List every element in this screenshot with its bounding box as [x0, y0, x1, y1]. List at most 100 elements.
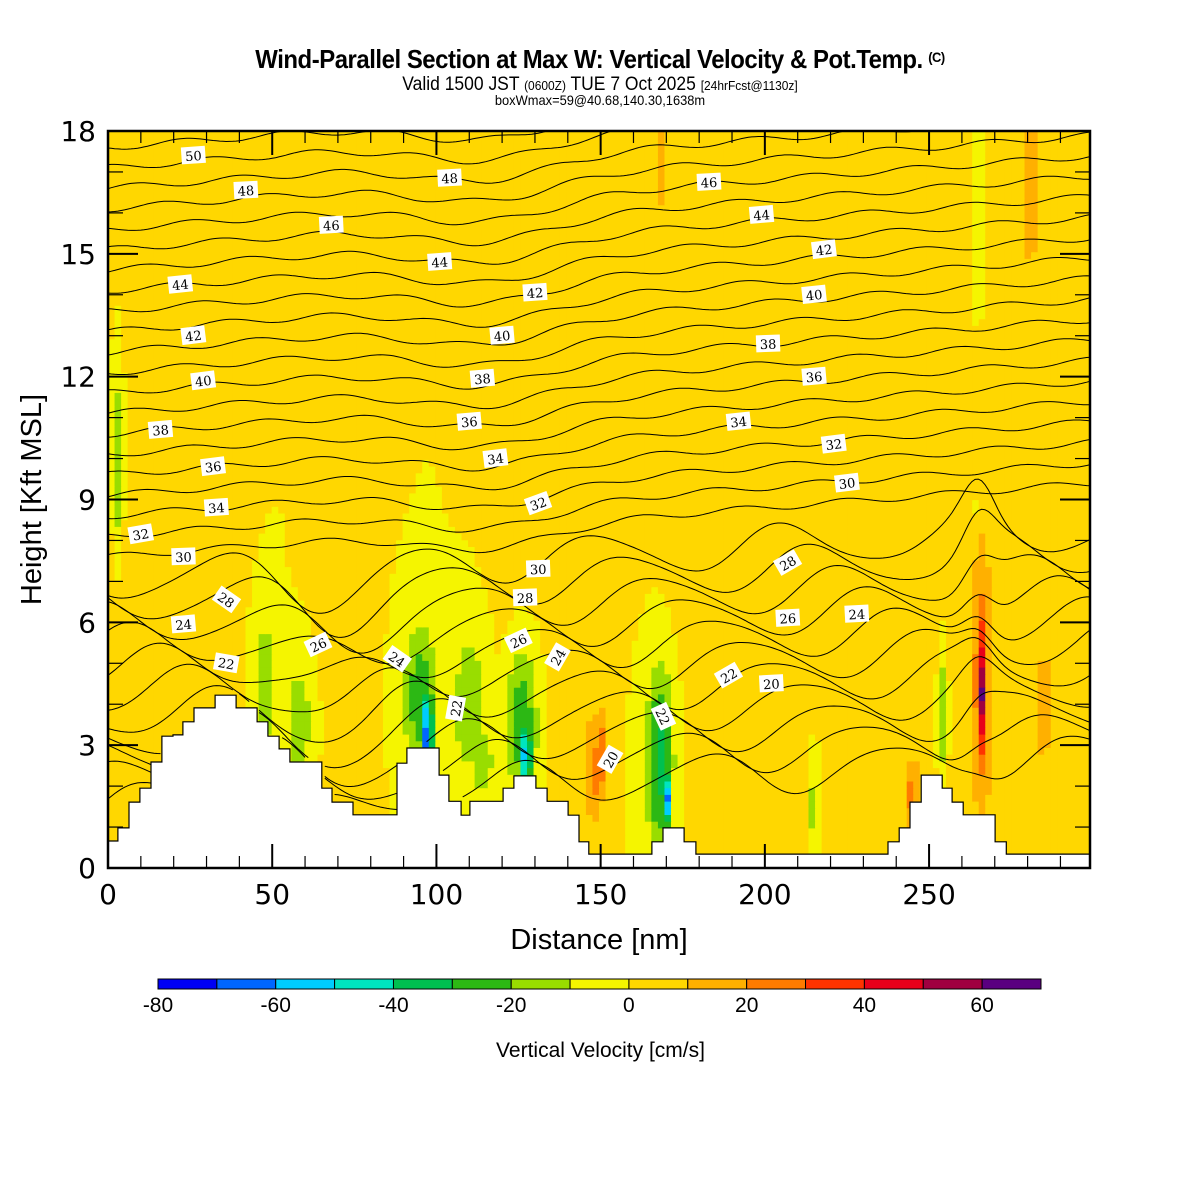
field-cell: [343, 667, 351, 675]
field-cell: [193, 693, 201, 702]
field-cell: [369, 740, 378, 748]
field-cell: [363, 727, 371, 735]
field-cell: [690, 646, 698, 655]
field-cell: [396, 680, 404, 688]
field-cell: [572, 767, 580, 775]
field-cell: [206, 646, 214, 655]
field-cell: [749, 707, 757, 715]
field-cell: [468, 760, 476, 769]
field-cell: [1044, 814, 1052, 822]
field-cell: [716, 841, 724, 849]
field-cell: [788, 734, 796, 742]
field-cell: [330, 680, 338, 688]
field-cell: [422, 653, 430, 661]
field-cell: [795, 807, 803, 815]
field-cell: [860, 827, 869, 836]
field-cell: [297, 713, 305, 722]
field-cell: [952, 774, 960, 782]
field-cell: [592, 834, 600, 842]
field-cell: [1024, 780, 1032, 789]
field-cell: [664, 693, 672, 702]
field-cell: [978, 787, 986, 795]
field-cell: [297, 754, 305, 762]
field-cell: [468, 653, 476, 661]
field-cell: [697, 841, 705, 849]
field-cell: [343, 734, 351, 742]
field-cell: [533, 774, 541, 782]
field-cell: [762, 667, 770, 675]
field-cell: [782, 713, 790, 722]
field-cell: [147, 660, 155, 668]
field-cell: [828, 847, 836, 856]
field-cell: [114, 640, 122, 648]
field-cell: [664, 740, 672, 748]
field-cell: [991, 693, 999, 702]
field-cell: [572, 667, 580, 675]
field-cell: [579, 760, 587, 769]
field-cell: [559, 720, 567, 728]
field-cell: [572, 787, 580, 795]
field-cell: [618, 747, 626, 755]
field-cell: [1031, 807, 1039, 815]
field-cell: [376, 700, 384, 708]
field-cell: [841, 707, 849, 715]
field-cell: [1050, 687, 1058, 695]
field-cell: [304, 734, 312, 742]
field-cell: [1037, 841, 1045, 849]
field-cell: [703, 740, 711, 748]
field-cell: [121, 774, 129, 782]
field-cell: [618, 667, 626, 675]
field-cell: [566, 667, 574, 675]
field-cell: [409, 707, 417, 715]
field-cell: [599, 847, 607, 856]
field-cell: [474, 734, 482, 742]
field-cell: [454, 767, 463, 775]
field-cell: [337, 680, 345, 688]
field-cell: [291, 707, 299, 715]
field-cell: [232, 680, 240, 688]
field-cell: [1004, 646, 1013, 655]
field-cell: [1031, 821, 1039, 829]
field-cell: [736, 774, 744, 782]
field-cell: [959, 794, 967, 802]
field-cell: [703, 794, 711, 802]
field-cell: [1037, 727, 1045, 735]
field-cell: [180, 713, 188, 722]
field-cell: [703, 767, 711, 775]
field-cell: [1024, 821, 1032, 829]
field-cell: [324, 740, 332, 748]
field-cell: [972, 747, 980, 755]
field-cell: [461, 667, 469, 675]
field-cell: [599, 727, 607, 735]
field-cell: [284, 673, 292, 681]
field-cell: [952, 740, 960, 748]
field-cell: [821, 814, 829, 822]
field-cell: [985, 680, 993, 688]
field-cell: [991, 780, 999, 789]
field-cell: [769, 653, 777, 661]
field-cell: [873, 740, 882, 748]
field-cell: [965, 667, 973, 675]
field-cell: [677, 734, 685, 742]
field-cell: [991, 760, 999, 769]
field-cell: [1070, 734, 1078, 742]
field-cell: [723, 834, 731, 842]
field-cell: [121, 660, 129, 668]
field-cell: [788, 680, 796, 688]
field-cell: [782, 767, 790, 775]
field-cell: [317, 700, 325, 708]
field-cell: [474, 667, 482, 675]
field-cell: [873, 774, 882, 782]
field-cell: [121, 787, 129, 795]
field-cell: [389, 707, 397, 715]
field-cell: [1004, 693, 1013, 702]
field-cell: [435, 720, 443, 728]
field-cell: [1083, 720, 1090, 728]
field-cell: [1050, 740, 1058, 748]
field-cell: [867, 814, 875, 822]
field-cell: [873, 780, 882, 789]
field-cell: [585, 707, 594, 715]
field-cell: [1031, 747, 1039, 755]
field-cell: [160, 673, 168, 681]
field-cell: [599, 780, 607, 789]
